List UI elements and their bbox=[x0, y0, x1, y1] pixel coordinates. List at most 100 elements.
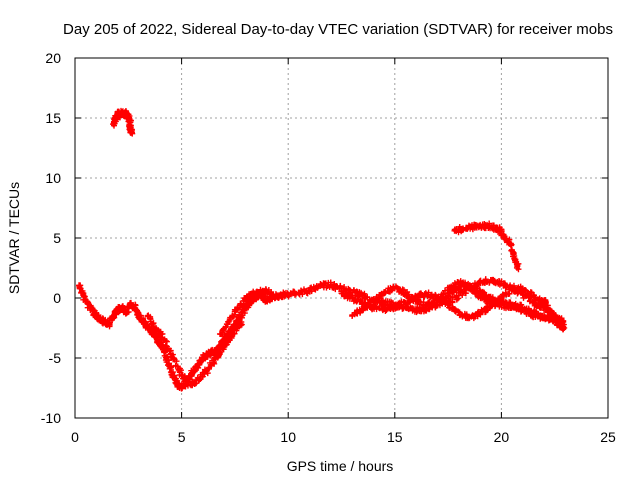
data-point bbox=[116, 112, 123, 119]
trace-point bbox=[388, 287, 395, 294]
data-point bbox=[477, 310, 484, 317]
data-point bbox=[370, 304, 377, 311]
data-point bbox=[381, 305, 388, 312]
data-point bbox=[506, 241, 513, 247]
data-point bbox=[178, 385, 185, 391]
data-point bbox=[519, 307, 526, 313]
trace-point bbox=[342, 291, 349, 298]
data-point bbox=[204, 352, 211, 359]
data-point bbox=[238, 319, 245, 325]
y-tick-label: 0 bbox=[53, 290, 61, 306]
x-tick-label: 20 bbox=[494, 429, 510, 445]
x-tick-label: 10 bbox=[280, 429, 296, 445]
data-point bbox=[487, 277, 494, 283]
data-point bbox=[558, 322, 565, 329]
data-point bbox=[509, 303, 516, 310]
data-point bbox=[541, 297, 548, 304]
data-point bbox=[413, 293, 420, 300]
y-tick-label: 10 bbox=[45, 170, 61, 186]
y-tick-label: -10 bbox=[41, 410, 61, 426]
data-point bbox=[381, 289, 388, 295]
data-point bbox=[112, 115, 119, 121]
x-axis-label: GPS time / hours bbox=[287, 458, 394, 474]
data-point bbox=[140, 319, 147, 325]
data-point bbox=[317, 283, 324, 289]
data-point bbox=[370, 297, 377, 304]
y-tick-label: 15 bbox=[45, 110, 61, 126]
trace-point bbox=[397, 302, 404, 309]
data-point bbox=[349, 295, 356, 301]
y-tick-label: -5 bbox=[49, 350, 62, 366]
data-point bbox=[165, 361, 172, 367]
data-point bbox=[349, 313, 356, 319]
data-point bbox=[477, 223, 484, 229]
data-point bbox=[216, 331, 223, 337]
data-point bbox=[553, 319, 560, 325]
data-point bbox=[455, 292, 462, 299]
data-point bbox=[494, 225, 501, 232]
data-point bbox=[153, 325, 160, 331]
data-point bbox=[110, 121, 117, 127]
data-point bbox=[509, 284, 516, 291]
y-tick-label: 5 bbox=[53, 230, 61, 246]
data-point bbox=[127, 301, 134, 307]
data-point bbox=[530, 299, 537, 306]
data-point bbox=[93, 313, 100, 319]
data-point bbox=[477, 292, 484, 299]
x-tick-label: 15 bbox=[387, 429, 403, 445]
data-point bbox=[500, 231, 507, 238]
data-point bbox=[187, 381, 194, 388]
data-point bbox=[498, 280, 505, 287]
trace-point bbox=[150, 320, 157, 327]
data-point bbox=[127, 124, 134, 131]
data-point bbox=[195, 361, 202, 367]
data-point bbox=[519, 291, 526, 298]
data-point bbox=[560, 326, 567, 333]
data-point bbox=[338, 290, 345, 297]
trace-point bbox=[452, 283, 459, 290]
data-point bbox=[251, 290, 258, 297]
data-point bbox=[84, 301, 91, 307]
data-point bbox=[174, 381, 181, 388]
data-point bbox=[170, 355, 177, 361]
data-point bbox=[359, 301, 366, 307]
trace-point bbox=[164, 356, 171, 363]
trace-point bbox=[129, 130, 136, 137]
data-point bbox=[204, 367, 211, 373]
trace-point bbox=[163, 342, 170, 349]
x-tick-label: 0 bbox=[71, 429, 79, 445]
data-point bbox=[445, 287, 452, 294]
data-points bbox=[76, 107, 568, 392]
data-point bbox=[423, 302, 430, 309]
data-point bbox=[487, 303, 494, 310]
data-point bbox=[170, 373, 177, 379]
trace-point bbox=[147, 316, 154, 323]
data-point bbox=[80, 292, 87, 299]
trace-point bbox=[216, 349, 223, 356]
data-point bbox=[128, 129, 135, 136]
data-point bbox=[477, 279, 484, 286]
data-point bbox=[199, 355, 206, 361]
data-point bbox=[485, 223, 492, 229]
series-upper-branch bbox=[218, 286, 275, 338]
data-point bbox=[460, 225, 467, 232]
data-point bbox=[498, 295, 505, 301]
axis-ticks: 0 5 10 15 20 25 -10 -5 0 5 10 15 20 bbox=[41, 50, 616, 445]
data-point bbox=[327, 281, 334, 288]
data-point bbox=[268, 289, 275, 295]
data-point bbox=[178, 373, 185, 379]
data-point bbox=[242, 304, 249, 311]
data-point bbox=[106, 321, 113, 328]
data-point bbox=[195, 376, 202, 383]
data-point bbox=[381, 299, 388, 306]
trace-point bbox=[514, 287, 521, 294]
data-point bbox=[445, 301, 452, 307]
data-point bbox=[295, 290, 302, 297]
data-point bbox=[391, 285, 398, 292]
chart-title: Day 205 of 2022, Sidereal Day-to-day VTE… bbox=[63, 21, 613, 38]
data-point bbox=[276, 292, 283, 299]
data-point bbox=[511, 253, 518, 259]
data-point bbox=[549, 313, 556, 319]
data-point bbox=[402, 299, 409, 306]
data-point bbox=[221, 343, 228, 349]
